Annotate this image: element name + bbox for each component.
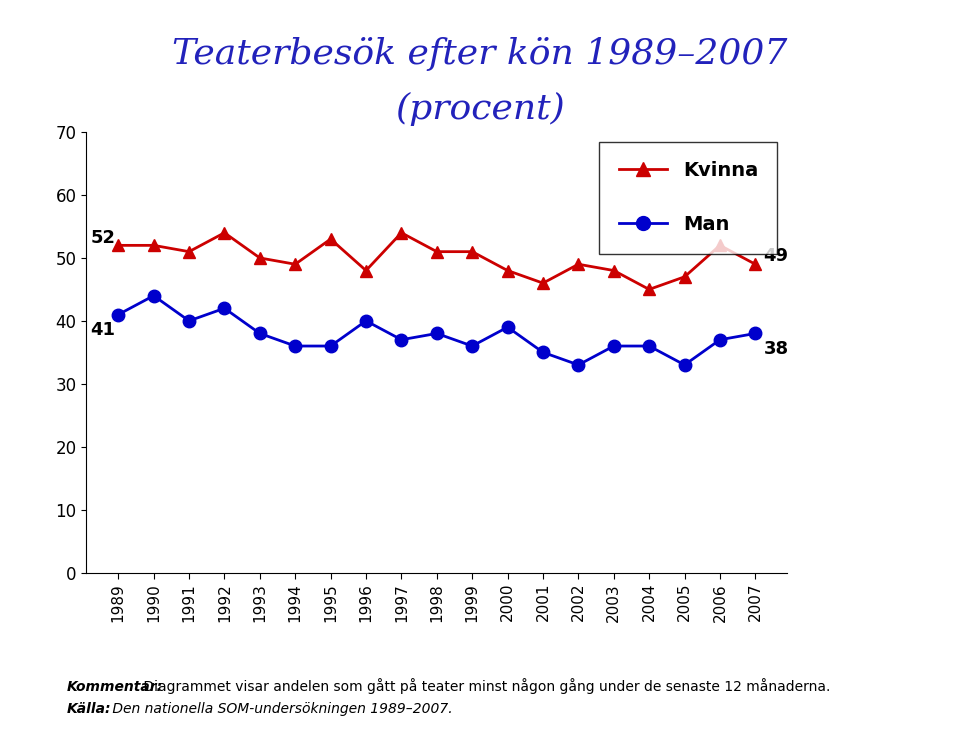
- Kvinna: [148, 241, 159, 250]
- Kvinna: [112, 241, 124, 250]
- Man: [254, 329, 266, 338]
- Man: [572, 360, 584, 369]
- Text: Kommentar:: Kommentar:: [67, 680, 163, 694]
- Line: Man: Man: [112, 289, 761, 371]
- Text: 38: 38: [763, 341, 789, 358]
- Text: 52: 52: [90, 228, 115, 247]
- Man: [714, 335, 726, 344]
- Kvinna: [679, 272, 690, 281]
- Man: [431, 329, 443, 338]
- Kvinna: [572, 260, 584, 269]
- Kvinna: [290, 260, 301, 269]
- Kvinna: [254, 253, 266, 262]
- Text: Diagrammet visar andelen som gått på teater minst någon gång under de senaste 12: Diagrammet visar andelen som gått på tea…: [139, 677, 830, 694]
- Text: 41: 41: [90, 321, 115, 339]
- Kvinna: [750, 260, 761, 269]
- Man: [679, 360, 690, 369]
- Man: [643, 341, 655, 350]
- Man: [608, 341, 619, 350]
- Kvinna: [431, 247, 443, 256]
- Text: 49: 49: [763, 247, 789, 266]
- Kvinna: [608, 266, 619, 275]
- Man: [502, 323, 514, 332]
- Kvinna: [467, 247, 478, 256]
- Kvinna: [714, 241, 726, 250]
- Kvinna: [183, 247, 195, 256]
- Line: Kvinna: Kvinna: [112, 227, 761, 296]
- Legend: Kvinna, Man: Kvinna, Man: [599, 142, 778, 254]
- Man: [112, 310, 124, 319]
- Man: [750, 329, 761, 338]
- Kvinna: [219, 228, 230, 237]
- Kvinna: [360, 266, 372, 275]
- Man: [360, 316, 372, 325]
- Kvinna: [502, 266, 514, 275]
- Man: [290, 341, 301, 350]
- Text: Teaterbesök efter kön 1989–2007: Teaterbesök efter kön 1989–2007: [172, 37, 788, 70]
- Kvinna: [324, 235, 336, 244]
- Text: Den nationella SOM-undersökningen 1989–2007.: Den nationella SOM-undersökningen 1989–2…: [108, 702, 452, 716]
- Kvinna: [643, 285, 655, 294]
- Text: (procent): (procent): [396, 92, 564, 126]
- Text: Källa:: Källa:: [67, 702, 111, 716]
- Man: [467, 341, 478, 350]
- Kvinna: [538, 279, 549, 288]
- Man: [148, 291, 159, 300]
- Man: [183, 316, 195, 325]
- Man: [538, 348, 549, 357]
- Man: [324, 341, 336, 350]
- Man: [219, 304, 230, 313]
- Man: [396, 335, 407, 344]
- Kvinna: [396, 228, 407, 237]
